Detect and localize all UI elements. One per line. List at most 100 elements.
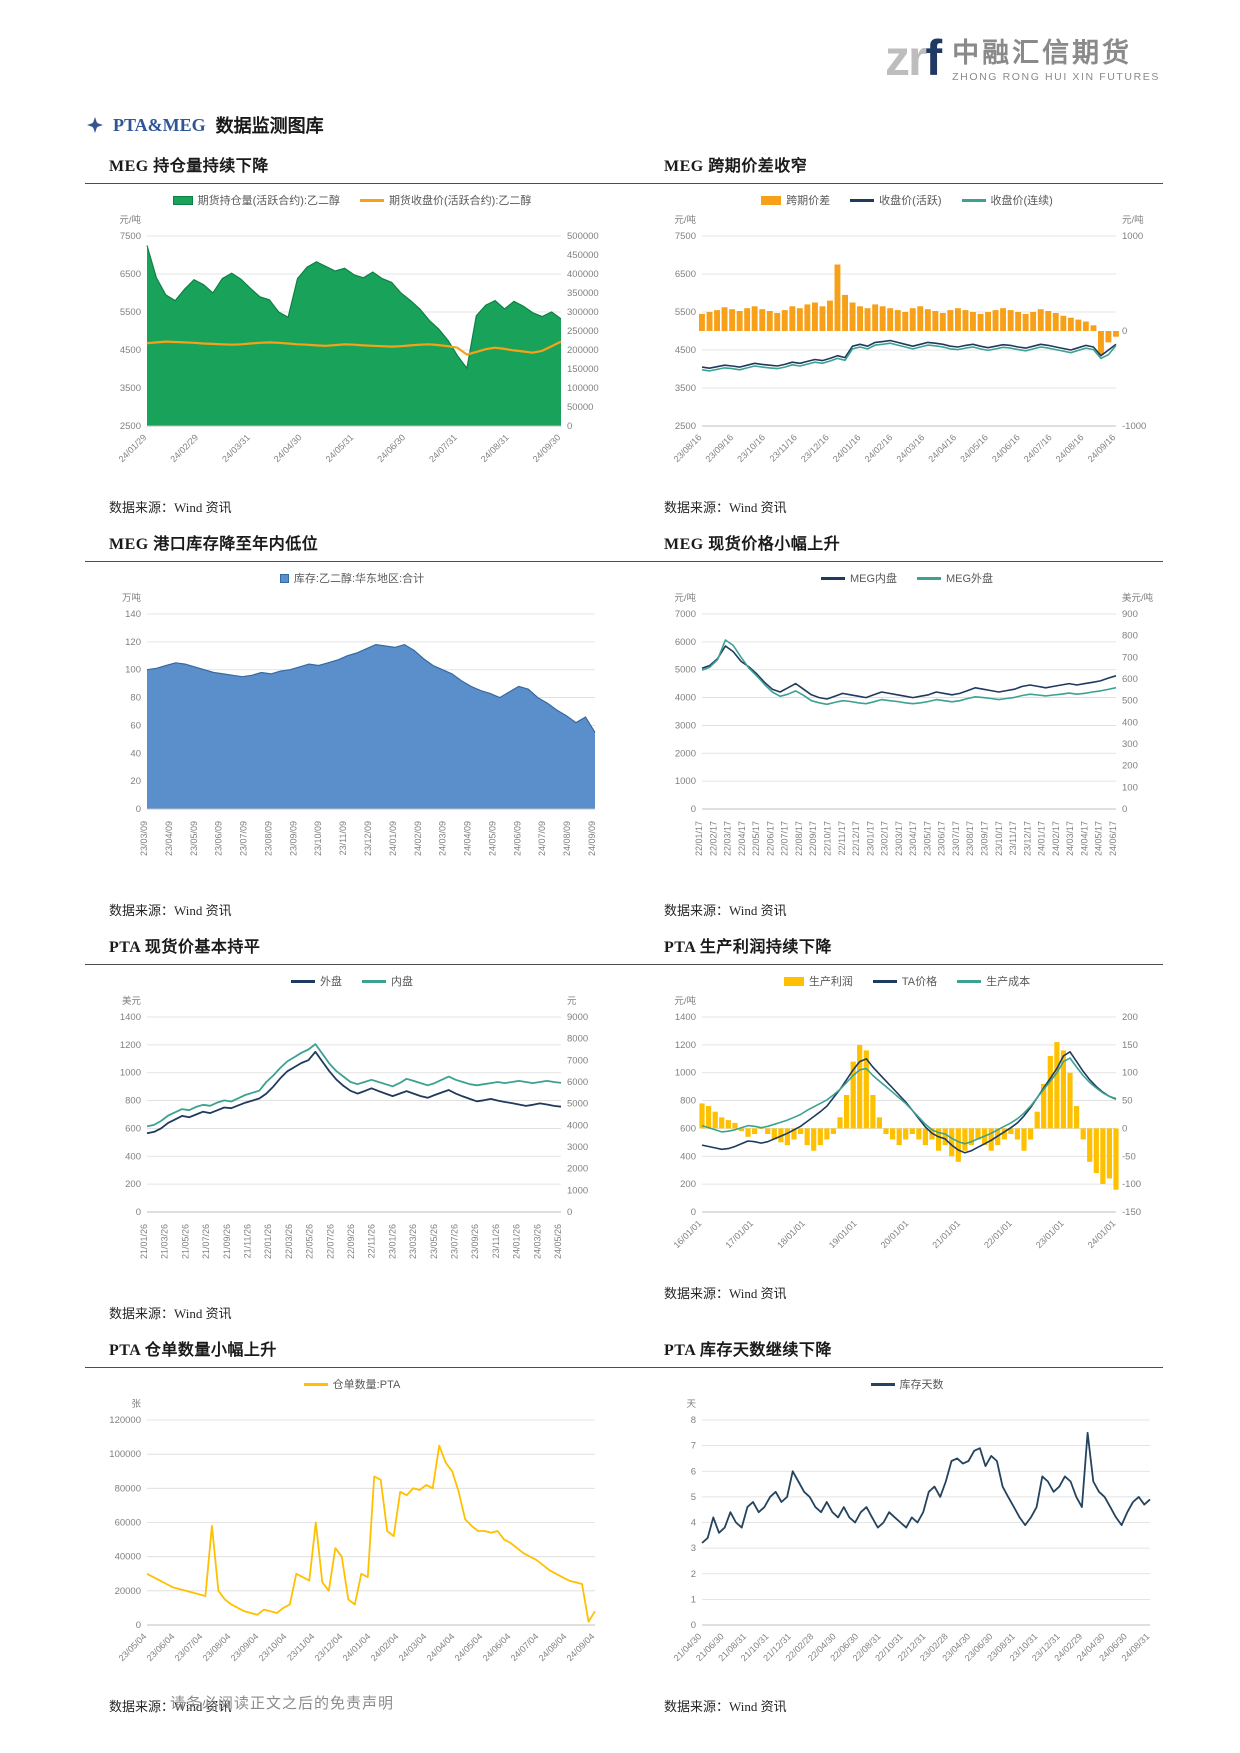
svg-text:7000: 7000 (675, 609, 696, 620)
legend-label: 内盘 (391, 976, 413, 988)
svg-text:万吨: 万吨 (122, 592, 142, 604)
chart-canvas-holder: 1400 1200 1000 800 600 400 200 0 200 150 100 50 0 -50… (644, 991, 1170, 1277)
logo-zr-text: zr (885, 30, 927, 86)
data-source-label: 数据来源：Wind 资讯 (664, 1286, 787, 1301)
legend-label: 生产利润 (808, 976, 853, 988)
data-source-label: 数据来源：Wind 资讯 (109, 500, 232, 515)
legend-label: 库存:乙二醇:华东地区:合计 (293, 573, 425, 585)
legend-swatch-icon (850, 198, 875, 202)
svg-text:24/05/09: 24/05/09 (487, 821, 497, 856)
svg-text:16/01/01: 16/01/01 (672, 1218, 704, 1250)
legend-label: 跨期价差 (786, 195, 831, 207)
svg-text:1: 1 (691, 1594, 696, 1605)
chart-legend: 跨期价差 收盘价(活跃) 收盘价(连续) (644, 190, 1170, 210)
svg-text:18/01/01: 18/01/01 (775, 1218, 807, 1250)
chart-canvas: 120000 100000 80000 60000 40000 20000 0 张 23/05/… (109, 1399, 596, 1663)
svg-text:200: 200 (680, 1179, 696, 1190)
company-name: 中融汇信期货 (952, 38, 1133, 68)
svg-text:5: 5 (691, 1492, 696, 1503)
pta-spot-price-chart: 外盘 内盘 1400 1200 1000 800 600 400 200 0 9000 8000 70… (85, 971, 615, 1326)
svg-text:24/05/16: 24/05/16 (958, 432, 990, 464)
svg-text:3000: 3000 (567, 1142, 588, 1153)
pta-warehouse-receipts-chart: 仓单数量:PTA 120000 100000 80000 60000 40000 2000… (85, 1374, 615, 1719)
svg-text:24/01/09: 24/01/09 (388, 821, 398, 856)
svg-text:24/09/16: 24/09/16 (1086, 432, 1118, 464)
svg-text:800: 800 (1122, 631, 1138, 642)
svg-text:23/11/17: 23/11/17 (1008, 821, 1018, 855)
svg-text:6500: 6500 (120, 269, 141, 280)
svg-text:5000: 5000 (675, 665, 696, 676)
svg-text:400: 400 (680, 1151, 696, 1162)
svg-text:0: 0 (691, 804, 696, 815)
svg-text:22/11/26: 22/11/26 (367, 1224, 377, 1258)
legend-item: 收盘价(活跃) (850, 192, 942, 208)
svg-text:23/12/09: 23/12/09 (363, 821, 373, 856)
svg-text:23/06/04: 23/06/04 (145, 1631, 177, 1663)
svg-text:23/09/26: 23/09/26 (470, 1224, 480, 1259)
svg-text:0: 0 (567, 1207, 572, 1218)
svg-text:1000: 1000 (567, 1185, 588, 1196)
svg-text:22/08/17: 22/08/17 (794, 821, 804, 856)
legend-label: MEG内盘 (849, 573, 897, 585)
svg-text:1000: 1000 (1122, 231, 1143, 242)
svg-text:0: 0 (691, 1207, 696, 1218)
svg-text:1000: 1000 (675, 776, 696, 787)
svg-text:400: 400 (125, 1151, 141, 1162)
svg-text:23/07/04: 23/07/04 (173, 1631, 205, 1663)
svg-text:600: 600 (680, 1123, 696, 1134)
svg-text:0: 0 (136, 804, 141, 815)
svg-text:23/08/04: 23/08/04 (201, 1631, 233, 1663)
legend-item: 期货持仓量(活跃合约):乙二醇 (172, 192, 340, 208)
chart-canvas-holder: 140 120 100 80 60 40 20 0 万吨 23/03/09 23/04/09 23/0… (89, 588, 615, 894)
svg-text:23/05/09: 23/05/09 (189, 821, 199, 856)
svg-text:24/03/09: 24/03/09 (438, 821, 448, 856)
pta-inventory-days-chart: 库存天数 8 7 6 5 4 3 2 1 0 天 21/04/30 21/06/30 21/08/31 2… (640, 1374, 1170, 1719)
legend-label: 外盘 (320, 976, 342, 988)
legend-label: TA价格 (901, 976, 938, 988)
svg-text:24/04/04: 24/04/04 (425, 1631, 457, 1663)
svg-text:24/05/04: 24/05/04 (453, 1631, 485, 1663)
svg-text:元: 元 (567, 996, 577, 1007)
svg-text:7500: 7500 (675, 231, 696, 242)
legend-label: 库存天数 (899, 1379, 944, 1391)
data-source-label: 数据来源：Wind 资讯 (664, 500, 787, 515)
svg-text:400000: 400000 (567, 269, 599, 280)
svg-text:24/08/04: 24/08/04 (537, 1631, 569, 1663)
svg-text:0: 0 (1122, 804, 1127, 815)
svg-text:2000: 2000 (675, 748, 696, 759)
legend-swatch-icon (360, 198, 384, 202)
svg-text:2: 2 (691, 1569, 696, 1580)
chart-title-meg-spot-price: MEG 现货价格小幅上升 (664, 536, 841, 553)
legend-item: 库存天数 (870, 1376, 944, 1392)
svg-text:400: 400 (1122, 717, 1138, 728)
svg-text:22/07/26: 22/07/26 (325, 1224, 335, 1259)
svg-text:100000: 100000 (567, 383, 599, 394)
svg-text:23/08/17: 23/08/17 (965, 821, 975, 856)
svg-text:21/01/01: 21/01/01 (930, 1218, 962, 1250)
svg-text:800: 800 (125, 1096, 141, 1107)
svg-text:21/07/26: 21/07/26 (201, 1224, 211, 1259)
legend-swatch-icon (917, 576, 941, 580)
svg-text:23/10/17: 23/10/17 (994, 821, 1004, 856)
chart-title-pta-spot-price: PTA 现货价基本持平 (109, 939, 261, 956)
svg-text:700: 700 (1122, 652, 1138, 663)
svg-text:23/01/01: 23/01/01 (1034, 1218, 1066, 1250)
svg-text:23/05/04: 23/05/04 (117, 1631, 149, 1663)
svg-text:200: 200 (125, 1179, 141, 1190)
data-source-label: 数据来源：Wind 资讯 (109, 1699, 232, 1714)
legend-item: 内盘 (362, 973, 413, 989)
chart-title-pta-warehouse-receipts: PTA 仓单数量小幅上升 (109, 1342, 277, 1359)
svg-text:450000: 450000 (567, 250, 599, 261)
svg-text:5000: 5000 (567, 1099, 588, 1110)
svg-text:500: 500 (1122, 696, 1138, 707)
svg-text:21/01/26: 21/01/26 (139, 1224, 149, 1259)
title-rule (85, 964, 1163, 965)
svg-text:21/05/26: 21/05/26 (180, 1224, 190, 1259)
svg-text:24/03/31: 24/03/31 (220, 432, 252, 464)
svg-text:23/01/26: 23/01/26 (387, 1224, 397, 1259)
svg-text:8: 8 (691, 1415, 696, 1426)
legend-label: MEG外盘 (946, 573, 994, 585)
compass-bullet-icon (87, 117, 103, 133)
svg-text:24/06/04: 24/06/04 (481, 1631, 513, 1663)
